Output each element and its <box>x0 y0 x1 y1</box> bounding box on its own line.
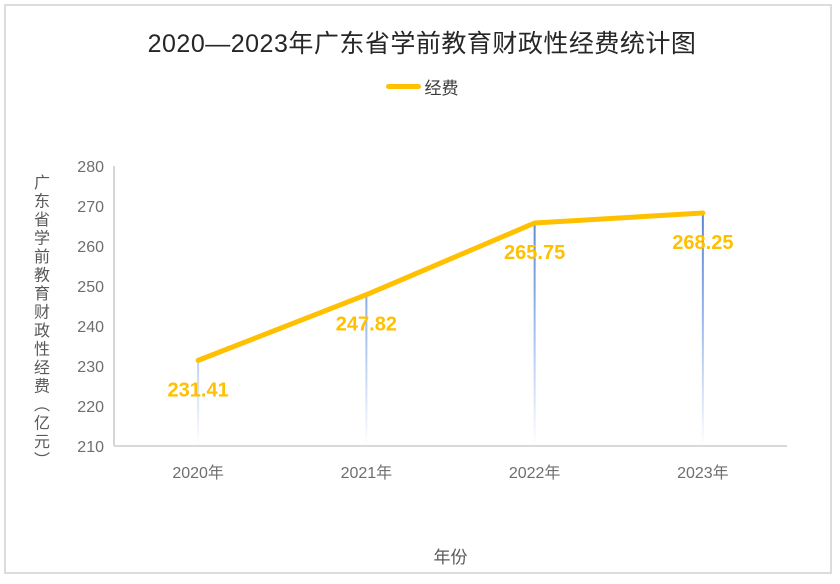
x-tick-label: 2021年 <box>341 464 393 482</box>
x-tick-label: 2023年 <box>677 464 729 482</box>
x-tick-label: 2022年 <box>509 464 561 482</box>
y-tick-label: 220 <box>77 399 104 416</box>
data-label: 268.25 <box>672 232 733 254</box>
data-label: 231.41 <box>168 379 229 401</box>
data-label: 247.82 <box>336 314 397 336</box>
y-tick-label: 260 <box>77 239 104 256</box>
y-tick-label: 240 <box>77 319 104 336</box>
chart-title: 2020—2023年广东省学前教育财政性经费统计图 <box>147 30 697 58</box>
y-tick-label: 230 <box>77 359 104 376</box>
legend-line-swatch <box>385 84 421 89</box>
y-tick-label: 280 <box>77 159 104 176</box>
y-tick-label: 210 <box>77 439 104 456</box>
legend-label: 经费 <box>424 79 459 98</box>
y-axis-title: 广东省学前教育财政性经费（亿元） <box>31 174 48 470</box>
legend: 经费 <box>6 74 838 99</box>
x-axis-title: 年份 <box>433 548 468 567</box>
y-tick-label: 270 <box>77 199 104 216</box>
chart-card: 2020—2023年广东省学前教育财政性经费统计图 经费 广东省学前教育财政性经… <box>4 4 832 574</box>
x-tick-label: 2020年 <box>172 464 224 482</box>
series-line <box>195 210 706 363</box>
y-tick-label: 250 <box>77 279 104 296</box>
data-label: 265.75 <box>504 242 565 264</box>
